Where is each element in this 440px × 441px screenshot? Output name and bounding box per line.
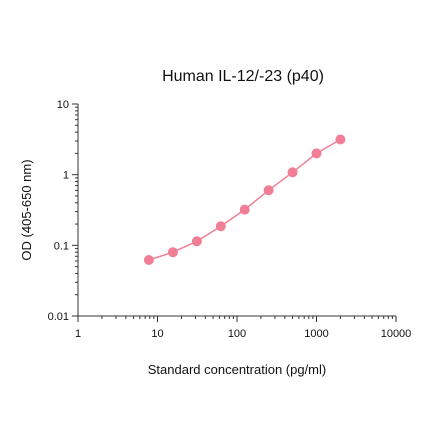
y-tick-label: 0.1 [54, 240, 69, 252]
y-axis-label: OD (405-650 nm) [19, 159, 34, 260]
x-tick-label: 100 [228, 328, 246, 340]
x-tick-label: 10000 [381, 328, 412, 340]
x-axis-label: Standard concentration (pg/ml) [148, 362, 326, 377]
series-line [148, 138, 341, 261]
tick-labels: 1 10 100 1000 10000 0.01 0.1 1 10 [48, 99, 412, 340]
y-tick-label: 0.01 [48, 311, 69, 323]
data-point [191, 236, 202, 247]
data-point [239, 204, 250, 215]
series-group [143, 134, 346, 265]
axis-ticks [72, 103, 397, 322]
data-point [215, 221, 226, 232]
data-point [167, 247, 178, 258]
y-tick-label: 10 [57, 99, 69, 111]
data-point [143, 255, 154, 265]
x-tick-label: 1 [75, 328, 81, 340]
y-tick-label: 1 [63, 170, 69, 182]
chart-title: Human IL-12/-23 (p40) [162, 68, 324, 85]
data-point [263, 185, 274, 196]
data-point [335, 134, 346, 145]
data-point [287, 167, 298, 178]
plot-area: 1 10 100 1000 10000 0.01 0.1 1 10 [48, 99, 412, 340]
x-tick-label: 10 [151, 328, 163, 340]
data-point [311, 148, 322, 159]
x-tick-label: 1000 [304, 328, 328, 340]
